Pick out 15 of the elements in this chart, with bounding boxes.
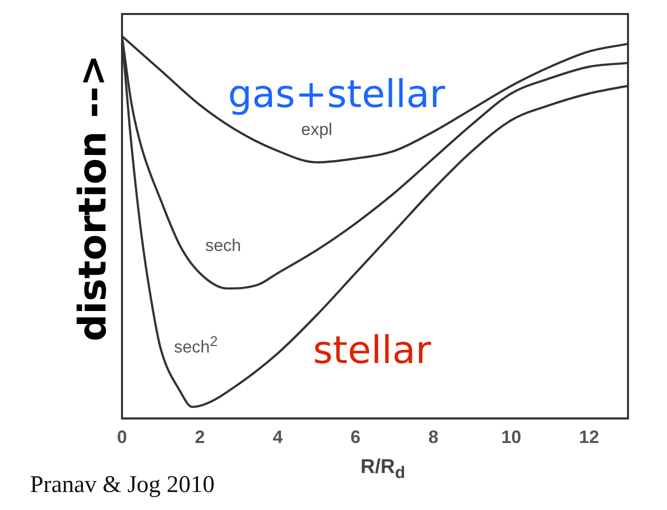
annotation: gas+stellar (228, 72, 446, 116)
x-tick-label: 6 (350, 427, 361, 448)
series-label: sech$^{2}$ (174, 334, 218, 358)
annotation: stellar (313, 328, 432, 372)
x-tick-label: 4 (272, 427, 283, 448)
x-tick-label: 8 (428, 427, 438, 448)
x-axis-title: R/R$_{d}$ (360, 456, 406, 484)
x-tick-label: 2 (194, 427, 205, 448)
x-tick-label: 12 (579, 427, 600, 448)
series-label: sech (205, 236, 242, 256)
x-tick-label: 10 (501, 427, 522, 448)
text: Pranav & Jog 2010 (30, 472, 215, 499)
x-tick-label: 0 (116, 427, 128, 448)
series-label: expl (301, 120, 332, 140)
y-axis-title: distortion --> (70, 54, 114, 342)
